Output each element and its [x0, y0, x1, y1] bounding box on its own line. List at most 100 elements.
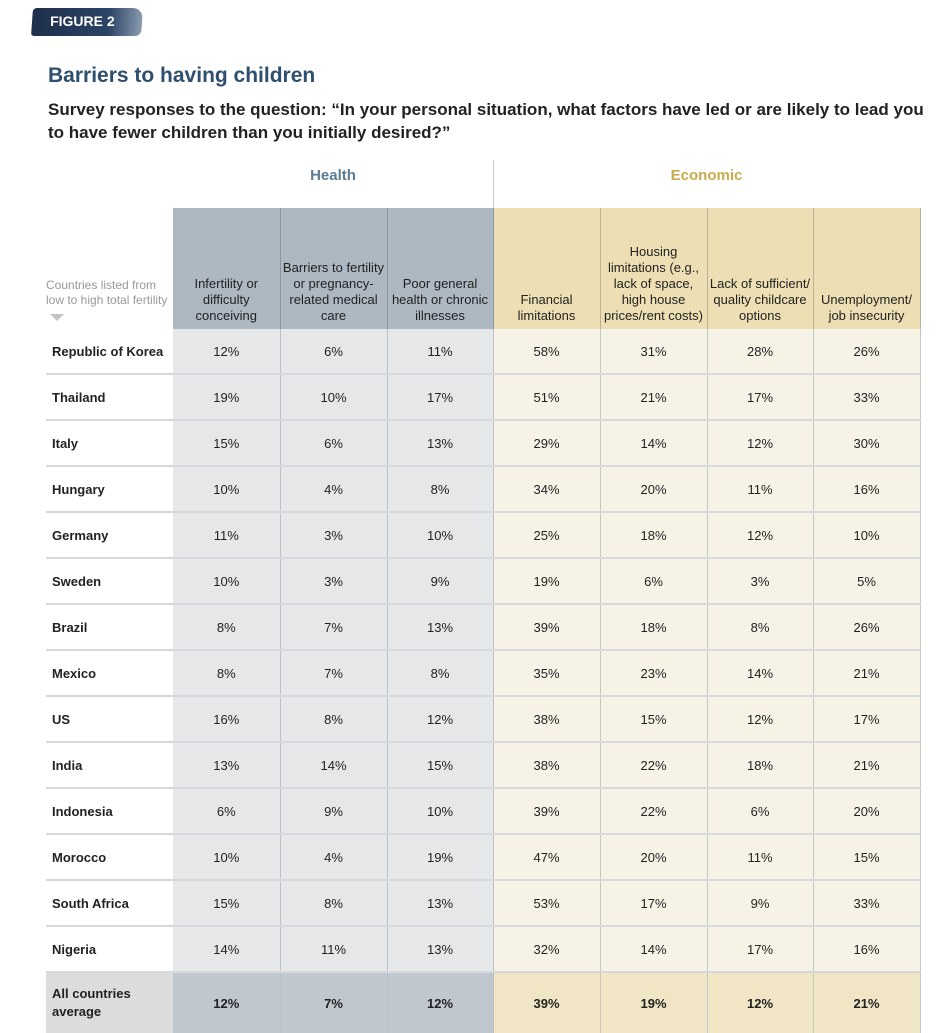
- column-header: Housing limitations (e.g., lack of space…: [600, 208, 708, 329]
- value-cell: 18%: [600, 512, 708, 559]
- country-name: Mexico: [46, 650, 173, 697]
- value-cell: 7%: [280, 971, 388, 1033]
- value-cell: 16%: [173, 696, 281, 743]
- value-cell: 38%: [493, 742, 601, 789]
- value-cell: 12%: [173, 329, 281, 375]
- value-cell: 21%: [813, 742, 921, 789]
- value-cell: 29%: [493, 420, 601, 467]
- country-name: Germany: [46, 512, 173, 559]
- sort-down-triangle-icon: [50, 314, 64, 321]
- figure-subtitle: Survey responses to the question: “In yo…: [48, 100, 924, 142]
- table-row: South Africa 15% 8% 13% 53% 17% 9% 33%: [46, 880, 921, 927]
- value-cell: 20%: [600, 466, 708, 513]
- value-cell: 15%: [173, 420, 281, 467]
- value-cell: 17%: [813, 696, 921, 743]
- value-cell: 10%: [387, 788, 494, 835]
- sort-note: Countries listed from low to high total …: [46, 208, 173, 329]
- value-cell: 12%: [707, 971, 814, 1033]
- value-cell: 3%: [707, 558, 814, 605]
- value-cell: 10%: [173, 558, 281, 605]
- table-row: Indonesia 6% 9% 10% 39% 22% 6% 20%: [46, 788, 921, 835]
- value-cell: 13%: [387, 926, 494, 973]
- table-row: Nigeria 14% 11% 13% 32% 14% 17% 16%: [46, 926, 921, 973]
- value-cell: 35%: [493, 650, 601, 697]
- table-row: Sweden 10% 3% 9% 19% 6% 3% 5%: [46, 558, 921, 605]
- value-cell: 12%: [707, 512, 814, 559]
- value-cell: 28%: [707, 329, 814, 375]
- value-cell: 8%: [707, 604, 814, 651]
- value-cell: 8%: [387, 466, 494, 513]
- value-cell: 11%: [387, 329, 494, 375]
- value-cell: 11%: [707, 834, 814, 881]
- value-cell: 20%: [813, 788, 921, 835]
- column-header: Unemployment/ job insecurity: [813, 208, 921, 329]
- value-cell: 20%: [600, 834, 708, 881]
- figure-title: Barriers to having children: [48, 64, 316, 87]
- value-cell: 16%: [813, 466, 921, 513]
- table-row: Germany 11% 3% 10% 25% 18% 12% 10%: [46, 512, 921, 559]
- value-cell: 13%: [173, 742, 281, 789]
- value-cell: 26%: [813, 604, 921, 651]
- country-name: Morocco: [46, 834, 173, 881]
- value-cell: 14%: [173, 926, 281, 973]
- table-row: Mexico 8% 7% 8% 35% 23% 14% 21%: [46, 650, 921, 697]
- value-cell: 30%: [813, 420, 921, 467]
- country-name: All countries average: [46, 971, 173, 1033]
- value-cell: 39%: [493, 788, 601, 835]
- value-cell: 18%: [707, 742, 814, 789]
- value-cell: 6%: [600, 558, 708, 605]
- value-cell: 8%: [173, 650, 281, 697]
- value-cell: 17%: [387, 374, 494, 421]
- country-name: India: [46, 742, 173, 789]
- table-row: Italy 15% 6% 13% 29% 14% 12% 30%: [46, 420, 921, 467]
- value-cell: 4%: [280, 466, 388, 513]
- country-name: South Africa: [46, 880, 173, 927]
- value-cell: 19%: [387, 834, 494, 881]
- table-row: Hungary 10% 4% 8% 34% 20% 11% 16%: [46, 466, 921, 513]
- group-economic: Economic: [670, 167, 743, 184]
- value-cell: 17%: [707, 926, 814, 973]
- table-row: Brazil 8% 7% 13% 39% 18% 8% 26%: [46, 604, 921, 651]
- value-cell: 33%: [813, 880, 921, 927]
- value-cell: 8%: [173, 604, 281, 651]
- value-cell: 31%: [600, 329, 708, 375]
- value-cell: 8%: [280, 696, 388, 743]
- country-name: Brazil: [46, 604, 173, 651]
- column-header: Infertility or difficulty conceiving: [173, 208, 281, 329]
- value-cell: 19%: [600, 971, 708, 1033]
- value-cell: 17%: [707, 374, 814, 421]
- value-cell: 16%: [813, 926, 921, 973]
- value-cell: 21%: [600, 374, 708, 421]
- value-cell: 34%: [493, 466, 601, 513]
- table-row: India 13% 14% 15% 38% 22% 18% 21%: [46, 742, 921, 789]
- table-row: US 16% 8% 12% 38% 15% 12% 17%: [46, 696, 921, 743]
- value-cell: 12%: [173, 971, 281, 1033]
- value-cell: 10%: [387, 512, 494, 559]
- value-cell: 18%: [600, 604, 708, 651]
- value-cell: 15%: [173, 880, 281, 927]
- country-name: Nigeria: [46, 926, 173, 973]
- country-name: Indonesia: [46, 788, 173, 835]
- value-cell: 32%: [493, 926, 601, 973]
- value-cell: 22%: [600, 788, 708, 835]
- figure-badge: FIGURE 2: [31, 8, 143, 36]
- value-cell: 7%: [280, 650, 388, 697]
- value-cell: 15%: [813, 834, 921, 881]
- value-cell: 7%: [280, 604, 388, 651]
- barriers-table: Countries listed from low to high total …: [46, 208, 921, 1033]
- column-header: Financial limitations: [493, 208, 601, 329]
- value-cell: 15%: [387, 742, 494, 789]
- value-cell: 10%: [280, 374, 388, 421]
- value-cell: 12%: [707, 420, 814, 467]
- country-name: Thailand: [46, 374, 173, 421]
- value-cell: 17%: [600, 880, 708, 927]
- country-name: Italy: [46, 420, 173, 467]
- value-cell: 51%: [493, 374, 601, 421]
- value-cell: 10%: [173, 834, 281, 881]
- value-cell: 10%: [813, 512, 921, 559]
- value-cell: 14%: [600, 926, 708, 973]
- value-cell: 21%: [813, 971, 921, 1033]
- column-header: Barriers to fertility or pregnancy-relat…: [280, 208, 388, 329]
- value-cell: 3%: [280, 512, 388, 559]
- value-cell: 5%: [813, 558, 921, 605]
